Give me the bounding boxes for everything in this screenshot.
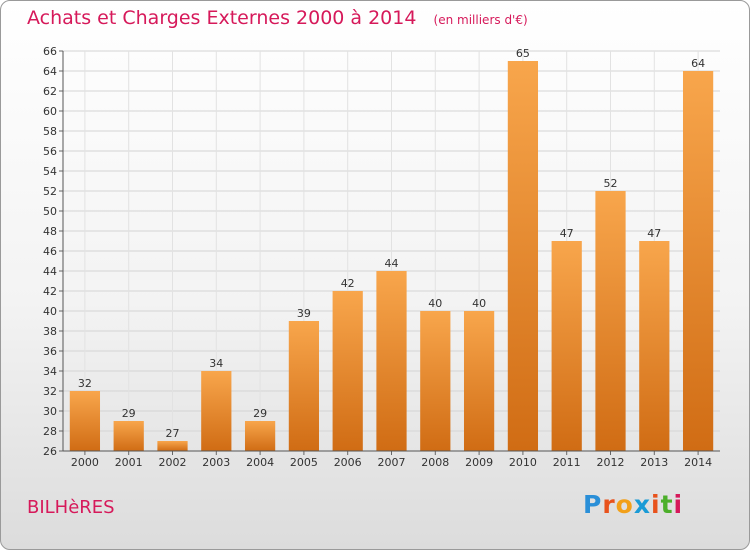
y-tick-label: 44 — [43, 265, 57, 278]
y-tick-label: 42 — [43, 285, 57, 298]
x-tick-label: 2014 — [684, 456, 712, 469]
y-tick-label: 30 — [43, 405, 57, 418]
brand-letter: i — [651, 490, 661, 519]
bar — [595, 191, 626, 451]
y-tick-label: 46 — [43, 245, 57, 258]
x-tick-label: 2000 — [71, 456, 99, 469]
bar — [376, 271, 407, 451]
y-tick-label: 64 — [43, 65, 57, 78]
bar-value-label: 40 — [472, 297, 486, 310]
bar-value-label: 47 — [560, 227, 574, 240]
bar — [69, 391, 101, 451]
bar — [463, 311, 495, 451]
bars — [69, 61, 714, 451]
y-tick-label: 48 — [43, 225, 57, 238]
bar-value-label: 47 — [647, 227, 661, 240]
y-tick-label: 66 — [43, 45, 57, 58]
x-tick-label: 2006 — [334, 456, 362, 469]
y-tick-label: 34 — [43, 365, 57, 378]
x-tick-label: 2011 — [553, 456, 581, 469]
brand-letter: P — [583, 490, 603, 519]
bar-value-label: 29 — [122, 407, 136, 420]
bar — [244, 421, 276, 451]
bar-value-label: 34 — [209, 357, 223, 370]
y-tick-label: 54 — [43, 165, 57, 178]
x-tick-label: 2013 — [640, 456, 668, 469]
bar — [682, 71, 714, 451]
bar-value-label: 44 — [385, 257, 399, 270]
y-tick-label: 38 — [43, 325, 57, 338]
y-tick-label: 40 — [43, 305, 57, 318]
bar — [507, 61, 539, 451]
x-tick-label: 2008 — [421, 456, 449, 469]
x-tick-label: 2012 — [597, 456, 625, 469]
brand-letter: t — [660, 490, 674, 519]
x-tick-label: 2004 — [246, 456, 274, 469]
x-tick-label: 2007 — [378, 456, 406, 469]
bar-value-label: 40 — [428, 297, 442, 310]
bar — [420, 311, 451, 451]
bar — [288, 321, 320, 451]
bar-value-label: 29 — [253, 407, 267, 420]
bar — [332, 291, 363, 451]
y-tick-label: 56 — [43, 145, 57, 158]
bar-value-label: 39 — [297, 307, 311, 320]
brand-letter: r — [602, 490, 616, 519]
bar — [157, 441, 188, 451]
x-tick-label: 2003 — [202, 456, 230, 469]
y-tick-label: 32 — [43, 385, 57, 398]
bar — [639, 241, 670, 451]
bar-value-label: 42 — [341, 277, 355, 290]
x-tick-label: 2005 — [290, 456, 318, 469]
x-tick-label: 2002 — [159, 456, 187, 469]
chart-title: Achats et Charges Externes 2000 à 2014 — [27, 7, 417, 29]
bar — [201, 371, 232, 451]
bar-value-label: 64 — [691, 57, 705, 70]
axes — [59, 50, 720, 455]
commune-name: BILHèRES — [27, 497, 115, 518]
bar-value-label: 65 — [516, 47, 530, 60]
y-tick-label: 28 — [43, 425, 57, 438]
bar-value-label: 52 — [604, 177, 618, 190]
chart-unit: (en milliers d'€) — [433, 13, 528, 27]
y-tick-label: 58 — [43, 125, 57, 138]
bar — [551, 241, 582, 451]
bar-value-label: 32 — [78, 377, 92, 390]
y-tick-label: 50 — [43, 205, 57, 218]
y-tick-label: 60 — [43, 105, 57, 118]
brand-letter: o — [615, 490, 634, 519]
x-tick-label: 2010 — [509, 456, 537, 469]
bar-value-label: 27 — [166, 427, 180, 440]
title-row: Achats et Charges Externes 2000 à 2014 (… — [27, 7, 528, 29]
brand-letter: i — [673, 490, 684, 519]
y-tick-label: 52 — [43, 185, 57, 198]
x-tick-label: 2001 — [115, 456, 143, 469]
labels: 26 28 30 32 34 36 38 40 42 44 46 48 50 52 54 56 58 60 62 64… — [43, 45, 712, 469]
bar — [113, 421, 144, 451]
brand-logo: Proxiti — [583, 490, 683, 519]
x-tick-label: 2009 — [465, 456, 493, 469]
y-tick-label: 26 — [43, 445, 57, 458]
y-tick-label: 62 — [43, 85, 57, 98]
brand-letter: x — [633, 490, 651, 519]
y-tick-label: 36 — [43, 345, 57, 358]
